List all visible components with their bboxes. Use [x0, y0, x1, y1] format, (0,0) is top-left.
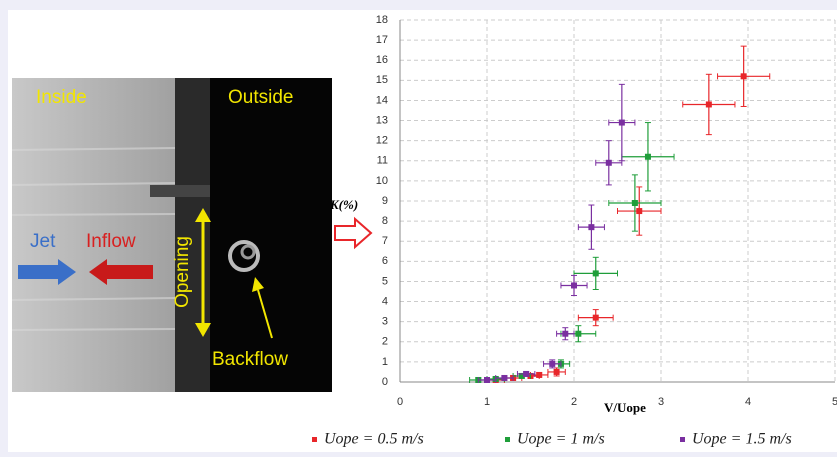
y-tick-label: 12 — [376, 135, 388, 147]
point — [588, 224, 595, 231]
y-tick-label: 18 — [376, 14, 388, 26]
y-tick-label: 9 — [382, 195, 388, 207]
pointer-arrow — [334, 216, 373, 250]
legend-label: Uope = 0.5 m/s — [324, 431, 424, 448]
y-tick-label: 0 — [382, 376, 388, 388]
y-tick-label: 10 — [376, 175, 388, 187]
x-axis-label: V/Uope — [604, 400, 646, 415]
legend-swatch — [312, 437, 317, 442]
y-tick-label: 13 — [376, 114, 388, 126]
point — [705, 101, 712, 108]
point — [644, 153, 651, 160]
point — [575, 330, 582, 337]
annotation: Inflow — [86, 231, 136, 252]
y-tick-label: 4 — [382, 295, 388, 307]
point — [549, 360, 556, 367]
point — [631, 200, 638, 207]
x-tick-label: 3 — [658, 396, 664, 408]
point — [562, 330, 569, 337]
legend-label: Uope = 1 m/s — [517, 431, 605, 448]
y-tick-label: 14 — [376, 94, 388, 106]
point — [636, 208, 643, 215]
y-tick-label: 17 — [376, 34, 388, 46]
point — [618, 119, 625, 126]
legend-swatch — [505, 437, 510, 442]
x-tick-label: 2 — [571, 396, 577, 408]
x-tick-label: 1 — [484, 396, 490, 408]
y-axis-label: K(%) — [329, 197, 358, 212]
x-tick-label: 4 — [745, 396, 751, 408]
y-tick-label: 5 — [382, 275, 388, 287]
y-tick-label: 1 — [382, 356, 388, 368]
x-tick-label: 5 — [832, 396, 837, 408]
point — [740, 73, 747, 80]
y-tick-label: 6 — [382, 255, 388, 267]
annotation: Backflow — [212, 349, 288, 370]
y-tick-label: 3 — [382, 316, 388, 328]
point — [536, 371, 543, 378]
legend-swatch — [680, 437, 685, 442]
y-tick-label: 8 — [382, 215, 388, 227]
annotation: Opening — [172, 236, 193, 308]
annotation: Outside — [228, 87, 293, 108]
x-tick-label: 0 — [397, 396, 403, 408]
point — [518, 372, 525, 379]
annotation: Inside — [36, 87, 87, 108]
point — [484, 376, 490, 383]
point — [592, 270, 599, 277]
y-tick-label: 2 — [382, 336, 388, 348]
y-tick-label: 11 — [377, 155, 388, 167]
point — [523, 370, 530, 377]
point — [553, 368, 560, 375]
point — [571, 282, 577, 289]
point — [605, 159, 612, 166]
point — [592, 314, 599, 321]
y-tick-label: 7 — [382, 235, 388, 247]
y-tick-label: 16 — [376, 54, 388, 66]
photo: Inside Outside Jet Inflow Opening Backfl… — [11, 78, 332, 392]
y-tick-label: 15 — [376, 74, 388, 86]
point — [501, 374, 508, 381]
annotation: Jet — [30, 231, 56, 252]
legend-label: Uope = 1.5 m/s — [692, 431, 792, 448]
